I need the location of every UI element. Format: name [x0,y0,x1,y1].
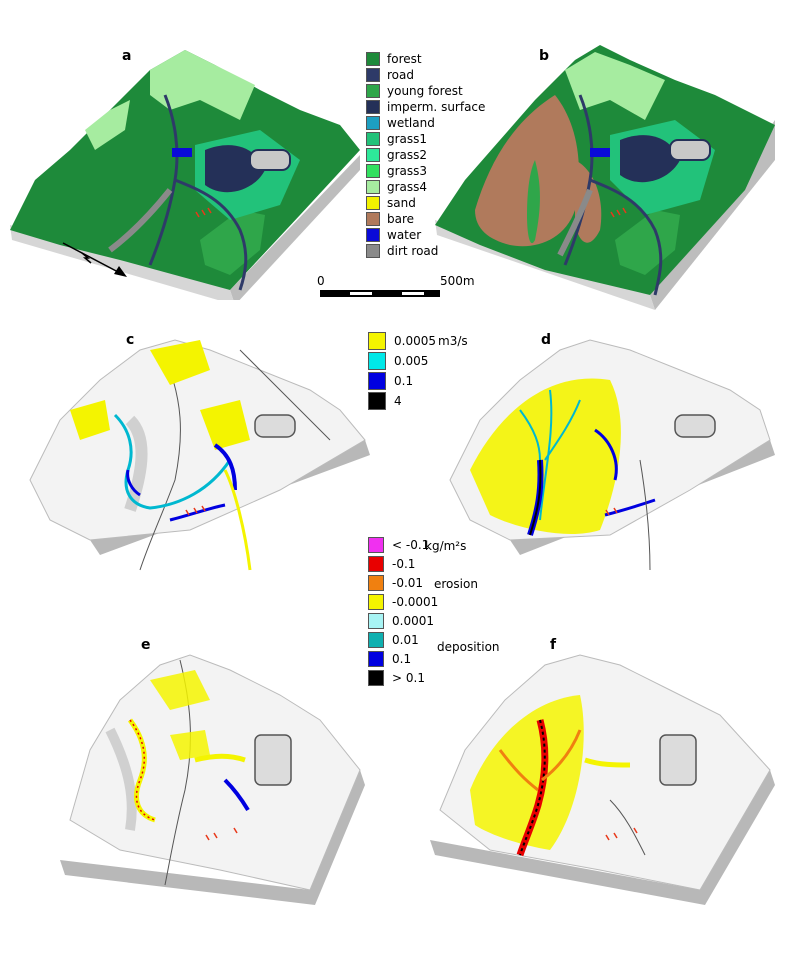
deposition-label: deposition [437,640,500,654]
erosion-legend-swatch [368,594,384,610]
erosion-legend-swatch [368,556,384,572]
erosion-legend-label: 0.01 [392,633,419,647]
flow-legend-swatch [368,352,386,370]
legend-label: grass4 [387,180,428,194]
erosion-legend: < -0.1 -0.1 -0.01 -0.0001 0.0001 0.01 0.… [368,537,518,687]
legend-swatch [366,212,380,226]
legend-label: forest [387,52,422,66]
legend-swatch [366,148,380,162]
erosion-legend-swatch [368,575,384,591]
erosion-legend-swatch [368,613,384,629]
erosion-label: erosion [434,577,478,591]
legend-label: imperm. surface [387,100,486,114]
flow-legend-swatch [368,372,386,390]
legend-label: wetland [387,116,435,130]
panel-b-landcover-map [435,45,775,310]
scale-bar-start-label: 0 [317,274,325,288]
panel-b-label: b [539,48,550,64]
flow-legend-swatch [368,392,386,410]
erosion-legend-swatch [368,670,384,686]
scale-bar-end-label: 500m [440,274,475,288]
legend-label: sand [387,196,416,210]
panel-e-label: e [141,637,151,653]
panel-f-erosion-map [430,654,775,905]
legend-swatch [366,180,380,194]
legend-label: grass1 [387,132,428,146]
panel-f-label: f [550,637,557,653]
legend-swatch [366,116,380,130]
legend-label: grass3 [387,164,428,178]
erosion-legend-swatch [368,537,384,553]
erosion-legend-unit: kg/m²s [425,539,467,553]
legend-label: bare [387,212,415,226]
panel-e-erosion-map [60,654,365,905]
erosion-legend-label: 0.1 [392,652,412,666]
legend-label: young forest [387,84,463,98]
panel-d-flow-map [449,339,775,571]
erosion-legend-label: < -0.1 [392,538,430,552]
landcover-legend: forest road young forest imperm. surface… [366,52,506,267]
legend-swatch [366,84,380,98]
flow-legend-swatch [368,332,386,350]
legend-swatch [366,244,380,258]
erosion-legend-label: -0.0001 [392,595,439,609]
legend-swatch [366,132,380,146]
panel-a-landcover-map [10,50,360,300]
flow-legend-unit: m3/s [438,334,468,348]
erosion-legend-label: -0.1 [392,557,416,571]
panel-d-label: d [541,332,552,348]
panel-c-label: c [126,332,135,348]
erosion-legend-swatch [368,632,384,648]
erosion-legend-label: 0.0001 [392,614,434,628]
flow-legend-label: 0.005 [394,354,429,368]
legend-swatch [366,164,380,178]
legend-swatch [366,196,380,210]
scale-bar [320,290,440,297]
panel-a-label: a [122,48,132,64]
erosion-legend-swatch [368,651,384,667]
legend-label: dirt road [387,244,439,258]
flow-legend-label: 0.0005 [394,334,436,348]
erosion-legend-label: > 0.1 [392,671,425,685]
legend-label: water [387,228,422,242]
legend-label: road [387,68,414,82]
flow-legend-label: 0.1 [394,374,414,388]
erosion-legend-label: -0.01 [392,576,424,590]
north-arrow-icon [62,242,127,277]
panel-c-flow-map [29,339,370,571]
legend-swatch [366,52,380,66]
legend-swatch [366,68,380,82]
flow-legend-label: 4 [394,394,402,408]
legend-swatch [366,228,380,242]
legend-swatch [366,100,380,114]
flow-legend: 0.0005 0.005 0.1 4 [368,332,478,412]
legend-label: grass2 [387,148,428,162]
